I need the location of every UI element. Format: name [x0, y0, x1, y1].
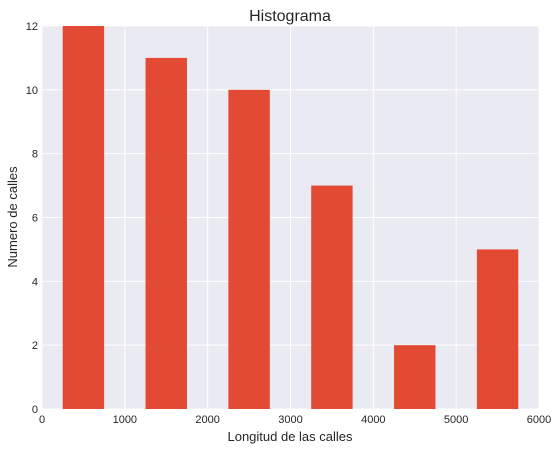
- x-axis-ticks: 0 1000 2000 3000 4000 5000 6000: [39, 414, 551, 426]
- x-tick-label: 3000: [278, 414, 302, 426]
- histogram-bar-3: [228, 89, 270, 409]
- grid-lines: [41, 25, 540, 410]
- histogram-bar-4: [311, 185, 353, 409]
- y-tick-label: 0: [32, 404, 38, 416]
- y-tick-label: 12: [26, 21, 38, 33]
- histogram-bar-1: [62, 26, 105, 409]
- histogram-bar-2: [145, 57, 187, 410]
- y-tick-label: 2: [32, 340, 38, 352]
- y-tick-label: 6: [32, 213, 38, 225]
- x-axis-title: Longitud de las calles: [227, 429, 353, 444]
- y-tick-label: 4: [32, 276, 38, 288]
- y-axis-title: Numero de calles: [5, 166, 20, 268]
- y-axis-ticks: 0 2 4 6 8 10 12: [26, 21, 38, 416]
- x-tick-label: 0: [39, 414, 45, 426]
- histogram-bar-5: [394, 345, 436, 409]
- x-tick-label: 2000: [195, 414, 219, 426]
- x-tick-label: 5000: [444, 414, 468, 426]
- x-tick-label: 1000: [113, 414, 137, 426]
- x-tick-label: 4000: [361, 414, 385, 426]
- bars: [62, 26, 519, 410]
- y-tick-label: 8: [32, 149, 38, 161]
- y-tick-label: 10: [26, 85, 38, 97]
- x-tick-label: 6000: [527, 414, 551, 426]
- histogram-bar-6: [476, 249, 519, 409]
- chart-title: Histograma: [249, 8, 331, 25]
